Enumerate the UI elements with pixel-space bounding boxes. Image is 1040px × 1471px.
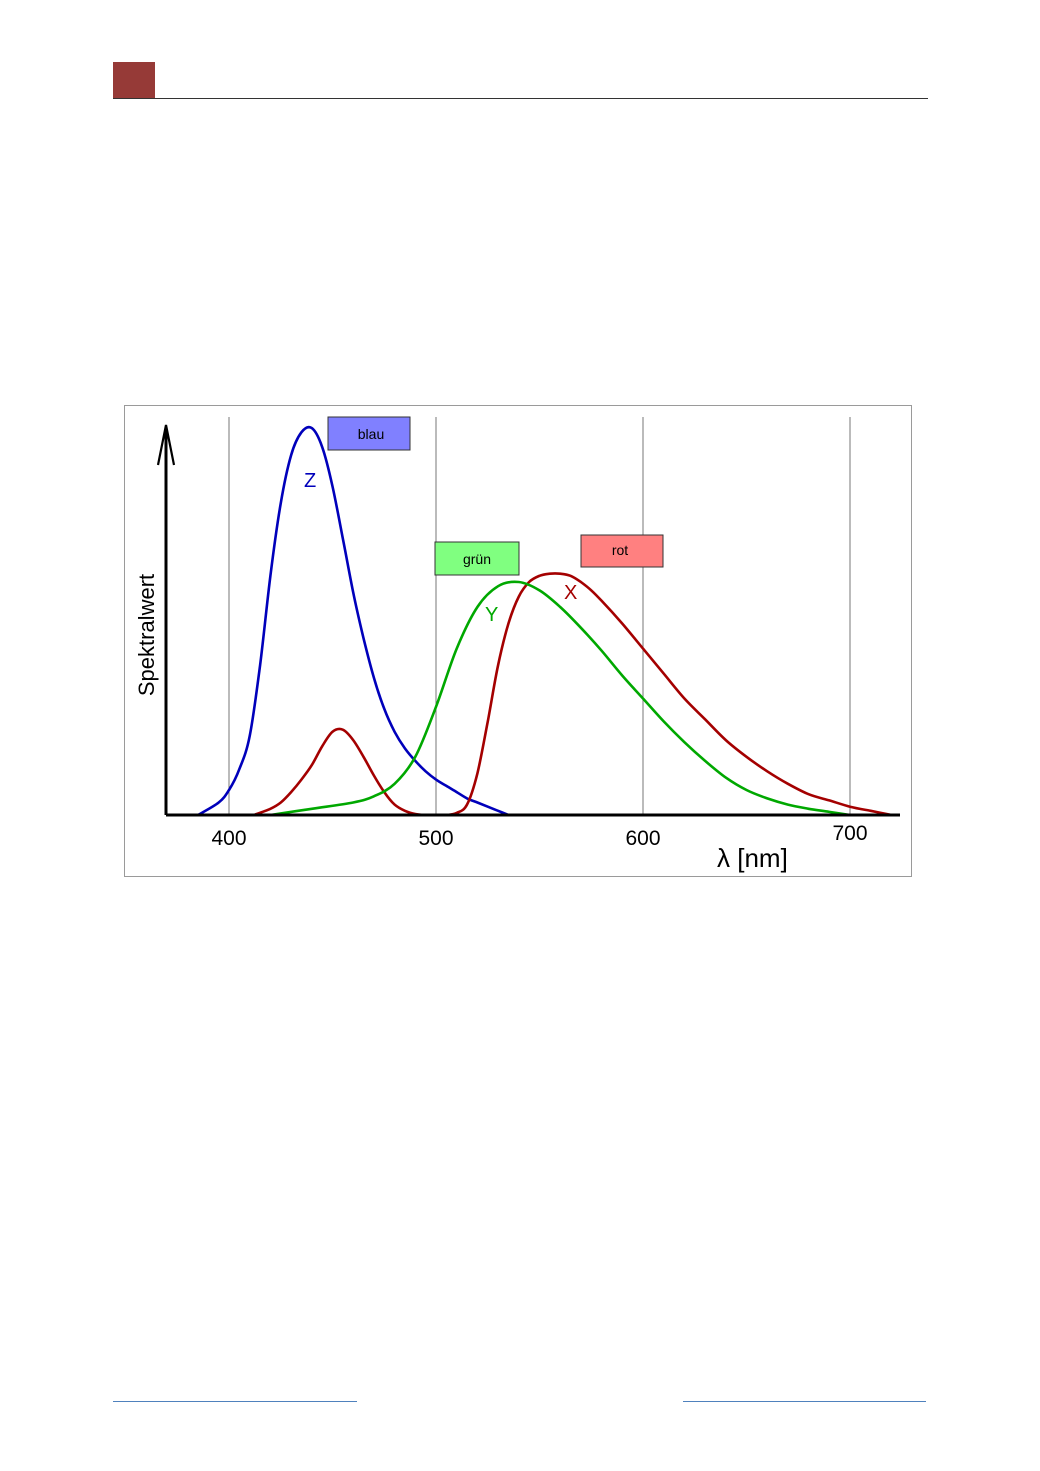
x-tick-label-500: 500 bbox=[418, 827, 453, 850]
series-line-z bbox=[197, 425, 509, 817]
header-accent-block bbox=[113, 62, 155, 98]
footer-rule-left bbox=[113, 1401, 357, 1402]
legend-text-rot: rot bbox=[612, 542, 628, 558]
legend-text-blau: blau bbox=[358, 426, 384, 442]
legend-box-rot: rot bbox=[580, 534, 664, 568]
x-tick-label-400: 400 bbox=[211, 827, 246, 850]
header-rule bbox=[113, 98, 928, 99]
legend-text-gruen: grün bbox=[463, 551, 491, 567]
x-axis-label: λ [nm] bbox=[717, 843, 788, 873]
spectral-chart: 400 500 600 700 Spektralwert λ [nm] Z Y X b… bbox=[134, 416, 900, 873]
series-line-y bbox=[270, 580, 851, 817]
y-axis-arrow bbox=[156, 424, 176, 466]
x-tick-label-700: 700 bbox=[832, 822, 867, 845]
x-tick-label-600: 600 bbox=[625, 827, 660, 850]
y-axis-label: Spektralwert bbox=[134, 574, 159, 696]
footer-rule-right bbox=[683, 1401, 926, 1402]
tick-layer: 400 500 600 700 bbox=[211, 822, 867, 850]
grid-layer bbox=[228, 417, 851, 815]
axis-layer bbox=[156, 424, 900, 817]
curve-label-x: X bbox=[564, 582, 577, 604]
curve-layer bbox=[197, 425, 892, 817]
curve-label-layer: Z Y X bbox=[304, 470, 577, 626]
series-line-x bbox=[253, 572, 892, 817]
chart-frame bbox=[124, 405, 912, 877]
curve-label-z: Z bbox=[304, 470, 316, 492]
legend-box-gruen: grün bbox=[434, 541, 520, 576]
legend-box-blau: blau bbox=[327, 416, 411, 451]
curve-label-y: Y bbox=[485, 604, 498, 626]
